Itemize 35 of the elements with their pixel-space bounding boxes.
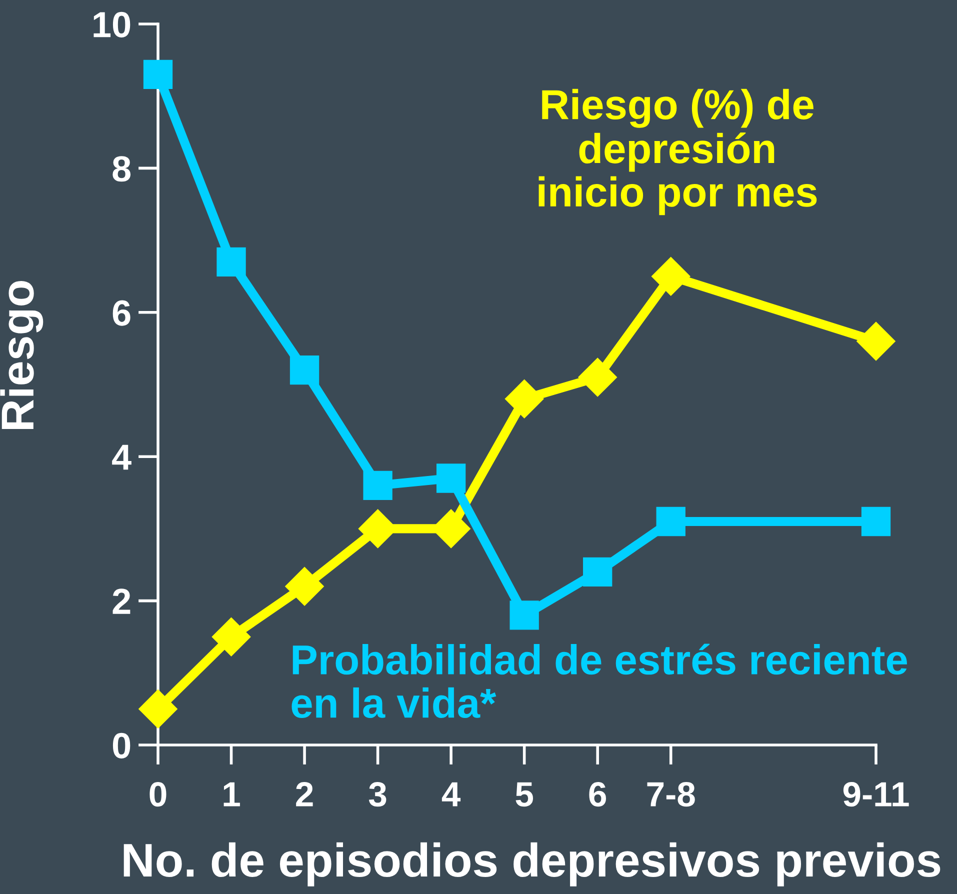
point xyxy=(583,557,612,587)
point xyxy=(578,358,618,397)
x-tick-label: 9-11 xyxy=(843,782,909,807)
text: Riesgo (%) de depresión inicio por mes xyxy=(538,88,817,216)
x-tick-label: 3 xyxy=(368,782,386,807)
point xyxy=(861,506,891,536)
y-axis-title: Riesgo xyxy=(0,281,44,429)
y-tick-label: 6 xyxy=(112,300,130,326)
x-tick-label: 4 xyxy=(442,782,461,806)
y-tick-label: 8 xyxy=(112,156,131,182)
x-tick-label: 0 xyxy=(150,782,166,807)
point xyxy=(290,355,320,385)
point xyxy=(651,256,690,296)
point xyxy=(284,566,324,606)
point xyxy=(656,506,686,536)
point xyxy=(363,470,392,500)
x-tick-label: 5 xyxy=(516,782,534,807)
x-tick-label: 2 xyxy=(296,782,313,806)
point xyxy=(216,247,246,277)
y-tick-label: 4 xyxy=(112,444,132,470)
x-tick-label: 7-8 xyxy=(647,782,695,807)
series-label: Probabilidad de estrés reciente en la vida* xyxy=(292,644,907,718)
x-tick-label: 6 xyxy=(589,782,606,807)
point xyxy=(212,617,251,656)
y-tick-label: 0 xyxy=(112,732,130,758)
point xyxy=(138,689,178,729)
point xyxy=(436,464,466,493)
x-tick-label: 1 xyxy=(224,782,240,806)
x-axis-title: No. de episodios depresivos previos xyxy=(124,842,940,886)
point xyxy=(856,322,896,361)
y-tick-label: 10 xyxy=(94,12,130,38)
point xyxy=(504,379,544,419)
point xyxy=(143,60,173,90)
y-tick-label: 2 xyxy=(112,588,130,614)
point xyxy=(510,600,539,630)
